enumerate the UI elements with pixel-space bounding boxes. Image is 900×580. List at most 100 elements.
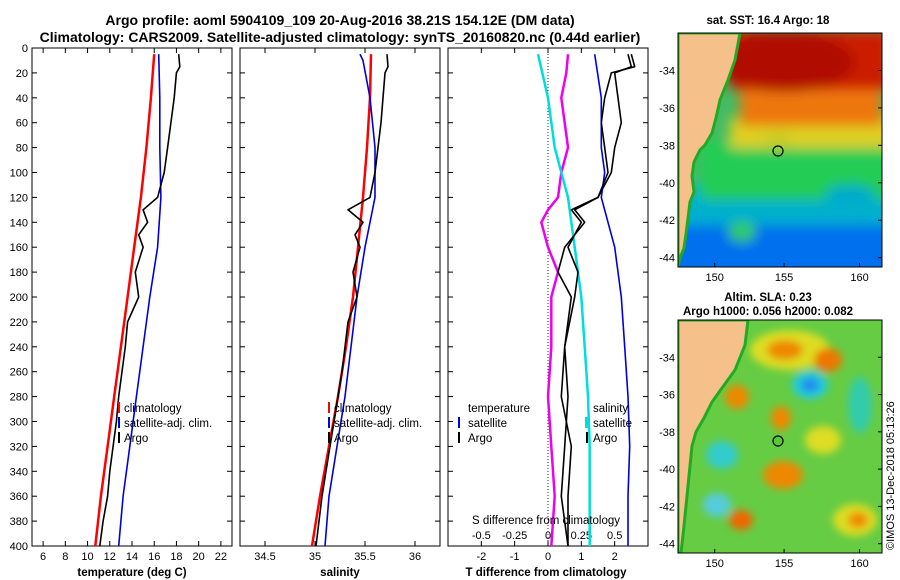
t-satellite-diff-line [536, 53, 591, 546]
climatology-line [94, 54, 156, 546]
temperature-axis-ticks: 6 8 10 12 14 16 18 20 22 [40, 48, 227, 563]
depth-tick-label: 140 [10, 217, 28, 229]
salinity-axis-ticks: 34.5 35 35.5 36 [254, 48, 421, 563]
salinity-axis-label: salinity [320, 567, 360, 579]
salinity-panel: 34.5 35 35.5 36 salinity climatology satell… [239, 47, 441, 579]
temperature-plot-frame [31, 47, 233, 547]
lon-tick-label: 150 [706, 272, 724, 284]
satellite-adj-clim-line [324, 53, 376, 546]
s-argo-diff-line [560, 53, 636, 546]
depth-tick-label: 200 [10, 292, 28, 304]
x-tick-label: -2 [476, 551, 486, 563]
sla-map-image [678, 320, 882, 553]
depth-tick-label: 300 [10, 417, 28, 429]
sla-cyan-2 [848, 377, 872, 433]
legend-label-s-argo: Argo [593, 433, 617, 445]
difference-series [536, 48, 636, 546]
lat-tick-label: -40 [659, 464, 675, 476]
lat-tick-label: -38 [659, 140, 675, 152]
lat-tick-label: -36 [659, 390, 675, 402]
x-tick-label: 20 [193, 551, 205, 563]
depth-tick-label: 280 [10, 392, 28, 404]
lat-tick-label: -44 [659, 253, 675, 265]
s-difference-axis-label: S difference from climatology [472, 515, 620, 527]
sla-map-title-2: Argo h1000: 0.056 h2000: 0.082 [683, 306, 853, 318]
sst-eddy-warm [764, 129, 792, 147]
depth-tick-label: 400 [10, 541, 28, 553]
x-tick-label: 36 [409, 551, 421, 563]
lat-tick-label: -42 [659, 215, 675, 227]
s-diff-tick-label: 0 [545, 530, 551, 542]
argo-float-marker-sla [772, 435, 784, 447]
temperature-legend: climatology satellite-adj. clim. Argo [118, 402, 212, 445]
legend-label-satellite: satellite-adj. clim. [124, 418, 212, 430]
depth-axis-ticks: 0 20 40 60 80 100 120 140 160 180 200 220 240 260 280 3… [10, 43, 232, 553]
t-argo-diff-line [557, 53, 633, 546]
sla-land [678, 320, 750, 553]
s-diff-tick-label: 0.25 [571, 530, 592, 542]
legend-label-argo: Argo [124, 433, 148, 445]
sla-cyan-3 [706, 441, 738, 469]
t-difference-axis-ticks: -2 -1 0 1 2 [476, 48, 618, 563]
lat-tick-label: -42 [659, 501, 675, 513]
depth-tick-label: 240 [10, 342, 28, 354]
sst-map-title: sat. SST: 16.4 Argo: 18 [707, 15, 831, 27]
x-tick-label: 8 [62, 551, 68, 563]
temperature-panel: 0 20 40 60 80 100 120 140 160 180 200 220 240 260 280 3… [10, 43, 233, 579]
difference-panel: -2 -1 0 1 2 -0.5 -0.25 0 0.25 0.5 S difference f… [447, 47, 649, 579]
sst-eddy-cool [825, 185, 875, 205]
depth-tick-label: 380 [10, 516, 28, 528]
lat-tick-label: -44 [659, 539, 675, 551]
x-tick-label: 35 [309, 551, 321, 563]
depth-tick-label: 160 [10, 242, 28, 254]
x-tick-label: 10 [81, 551, 93, 563]
s-diff-tick-label: -0.5 [472, 530, 491, 542]
legend-label-t-argo: Argo [468, 433, 492, 445]
depth-tick-label: 360 [10, 491, 28, 503]
t-difference-axis-label: T difference from climatology [465, 567, 627, 579]
salinity-series [310, 53, 389, 546]
s-difference-axis-ticks: -0.5 -0.25 0 0.25 0.5 [472, 530, 622, 542]
depth-tick-label: 320 [10, 441, 28, 453]
lon-tick-label: 160 [850, 272, 868, 284]
depth-tick-label: 40 [16, 93, 28, 105]
sst-warm-core [715, 33, 855, 92]
legend-title-temperature: temperature [468, 403, 530, 415]
x-tick-label: 18 [170, 551, 182, 563]
s-satellite-diff-line [593, 54, 631, 546]
x-tick-label: 14 [126, 551, 138, 563]
sla-orange-5 [763, 461, 803, 489]
legend-label-s-satellite: satellite [593, 418, 632, 430]
lon-tick-label: 160 [850, 558, 868, 570]
x-tick-label: 35.5 [354, 551, 375, 563]
x-tick-label: 1 [578, 551, 584, 563]
sst-map-frame [677, 32, 883, 268]
x-tick-label: 12 [104, 551, 116, 563]
difference-depth-ticks [448, 47, 648, 547]
lon-tick-label: 155 [775, 272, 793, 284]
temperature-axis-label: temperature (deg C) [77, 567, 186, 579]
temperature-series [94, 54, 181, 546]
salinity-plot-frame [239, 47, 441, 547]
lat-tick-label: -34 [659, 65, 675, 77]
x-tick-label: 34.5 [254, 551, 275, 563]
legend-label-satellite: satellite-adj. clim. [334, 418, 422, 430]
sla-map-title-1: Altim. SLA: 0.23 [724, 292, 812, 304]
x-tick-label: 6 [40, 551, 46, 563]
sst-colour-field [678, 33, 882, 267]
difference-legend: temperature satellite Argo salinity sate… [458, 403, 632, 445]
sst-eddy-green [728, 222, 756, 242]
s-diff-tick-label: 0.5 [607, 530, 622, 542]
depth-tick-label: 220 [10, 317, 28, 329]
sst-map-ticks: 150 155 160 -34 -36 -38 -40 -42 -44 [659, 65, 882, 284]
legend-label-climatology: climatology [124, 403, 182, 415]
lon-tick-label: 150 [706, 558, 724, 570]
climatology-line [310, 54, 373, 546]
legend-label-argo: Argo [334, 433, 358, 445]
lat-tick-label: -40 [659, 178, 675, 190]
depth-tick-label: 60 [16, 118, 28, 130]
argo-line [315, 54, 389, 546]
lat-tick-label: -34 [659, 352, 675, 364]
argo-float-marker-sst [772, 145, 784, 157]
x-tick-label: -1 [510, 551, 520, 563]
